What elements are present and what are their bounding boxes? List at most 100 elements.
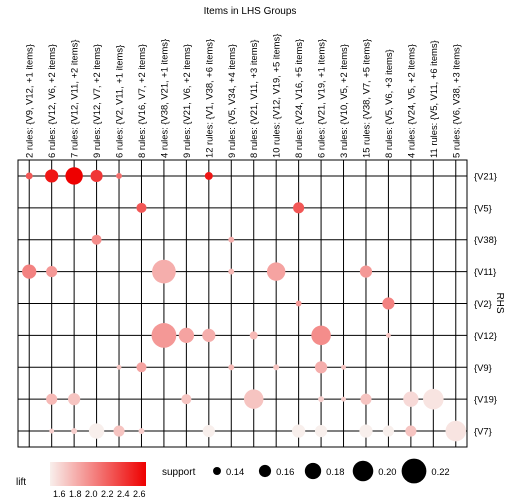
bubble <box>243 389 264 409</box>
bubble <box>204 171 213 180</box>
bubble <box>292 424 306 438</box>
bubble <box>71 428 78 434</box>
bubble <box>314 361 328 374</box>
column-label: 12 rules: {V1, V38, +6 items} <box>203 39 214 158</box>
bubble <box>152 259 176 284</box>
bubble <box>46 393 58 405</box>
bubble <box>295 300 302 307</box>
column-labels: 2 rules: {V9, V12, +1 items} 6 rules: {V1… <box>24 34 462 158</box>
support-legend-dot <box>213 467 221 475</box>
support-legend-title: support <box>162 467 196 478</box>
y-axis-label: RHS <box>494 292 505 313</box>
column-label: 9 rules: {V12, V7, +2 items} <box>91 44 102 158</box>
column-label: 9 rules: {V5, V34, +4 items} <box>226 44 237 158</box>
plot-area <box>17 159 468 448</box>
bubble <box>65 167 83 185</box>
column-label: 10 rules: {V12, V19, +5 items} <box>271 34 282 158</box>
lift-legend-title: lift <box>16 477 26 488</box>
row-label: {V21} <box>474 170 497 181</box>
bubble <box>382 425 394 437</box>
column-label: 15 rules: {V38, V7, +5 items} <box>360 39 371 158</box>
support-legend-dot <box>304 462 322 480</box>
support-tick-label: 0.22 <box>431 466 449 477</box>
support-legend-dot <box>258 464 272 478</box>
column-label: 6 rules: {V21, V19, +1 items} <box>316 39 327 158</box>
bubble <box>202 424 215 438</box>
chart-title: Items in LHS Groups <box>204 6 297 17</box>
lift-tick-label: 2.0 <box>85 489 98 499</box>
bubble <box>266 262 286 281</box>
lift-tick-label: 1.6 <box>53 489 66 499</box>
row-label: {V2} <box>474 298 492 309</box>
row-label: {V5} <box>474 202 492 213</box>
bubble <box>202 328 216 342</box>
bubble <box>116 173 122 179</box>
row-label: {V11} <box>474 266 496 277</box>
bubble <box>49 428 55 434</box>
bubble <box>403 391 419 407</box>
column-label: 5 rules: {V6, V38, +3 items} <box>450 44 461 158</box>
bubble <box>181 394 192 405</box>
bubble <box>314 424 328 438</box>
support-tick-label: 0.18 <box>326 466 344 477</box>
column-label: 8 rules: {V24, V16, +5 items} <box>293 39 304 158</box>
lift-tick-label: 2.4 <box>117 489 130 499</box>
lift-tick-label: 2.6 <box>133 489 146 499</box>
bubble <box>293 202 305 214</box>
bubble <box>249 331 258 340</box>
bubble <box>382 297 395 310</box>
row-labels: {V21} {V5} {V38} {V11} {V2} {V12} {V9} {V19} {V7… <box>474 170 497 436</box>
bubble <box>405 425 417 437</box>
bubble <box>136 202 147 213</box>
bubble <box>116 364 122 370</box>
bubble <box>359 424 373 438</box>
column-label: 8 rules: {V16, V7, +2 items} <box>136 44 147 158</box>
support-legend-dot <box>401 458 427 484</box>
support-legend-dot <box>352 460 374 482</box>
bubble <box>359 265 373 278</box>
row-label: {V38} <box>474 234 497 245</box>
bubble <box>318 396 325 403</box>
bubble <box>136 362 147 373</box>
bubble <box>423 388 444 410</box>
bubble <box>91 234 102 245</box>
bubble <box>311 325 331 346</box>
bubble <box>228 268 235 275</box>
column-label: 7 rules: {V12, V11, +2 items} <box>69 40 80 158</box>
support-tick-label: 0.20 <box>378 466 396 477</box>
column-label: 6 rules: {V12, V6, +2 items} <box>46 44 57 158</box>
bubble <box>68 393 81 406</box>
lift-tick-label: 2.2 <box>101 489 114 499</box>
support-tick-label: 0.16 <box>276 466 294 477</box>
bubble <box>228 364 235 371</box>
bubble <box>445 420 467 442</box>
bubble <box>25 172 33 180</box>
bubbles <box>22 167 467 442</box>
column-label: 9 rules: {V21, V6, +2 items} <box>181 44 192 158</box>
column-label: 3 rules: {V10, V5, +2 items} <box>338 44 349 158</box>
grid-lines <box>18 160 467 447</box>
bubble <box>273 364 280 371</box>
column-label: 2 rules: {V9, V12, +1 items} <box>24 44 35 158</box>
bubble <box>151 323 177 348</box>
row-label: {V19} <box>474 394 497 405</box>
lift-gradient-bar <box>50 462 146 486</box>
bubble <box>90 169 103 183</box>
row-label: {V9} <box>474 362 492 373</box>
support-tick-label: 0.14 <box>226 466 244 477</box>
legend: lift 1.6 1.8 2.0 2.2 2.4 2.6 support 0.14 0.16… <box>16 458 450 499</box>
bubble <box>360 393 372 405</box>
bubble <box>341 364 346 370</box>
bubble <box>138 428 145 434</box>
bubble <box>341 396 346 402</box>
support-legend-items: 0.14 0.16 0.18 0.20 0.22 <box>213 458 450 484</box>
lift-tick-label: 1.8 <box>69 489 82 499</box>
bubble <box>386 332 391 338</box>
bubble <box>228 236 235 243</box>
column-label: 8 rules: {V21, V11, +3 items} <box>248 40 259 158</box>
bubble <box>46 266 58 278</box>
column-label: 11 rules: {V5, V11, +6 items} <box>428 40 439 158</box>
column-label: 4 rules: {V24, V5, +2 items} <box>405 44 416 158</box>
lift-tick-labels: 1.6 1.8 2.0 2.2 2.4 2.6 <box>53 489 146 499</box>
